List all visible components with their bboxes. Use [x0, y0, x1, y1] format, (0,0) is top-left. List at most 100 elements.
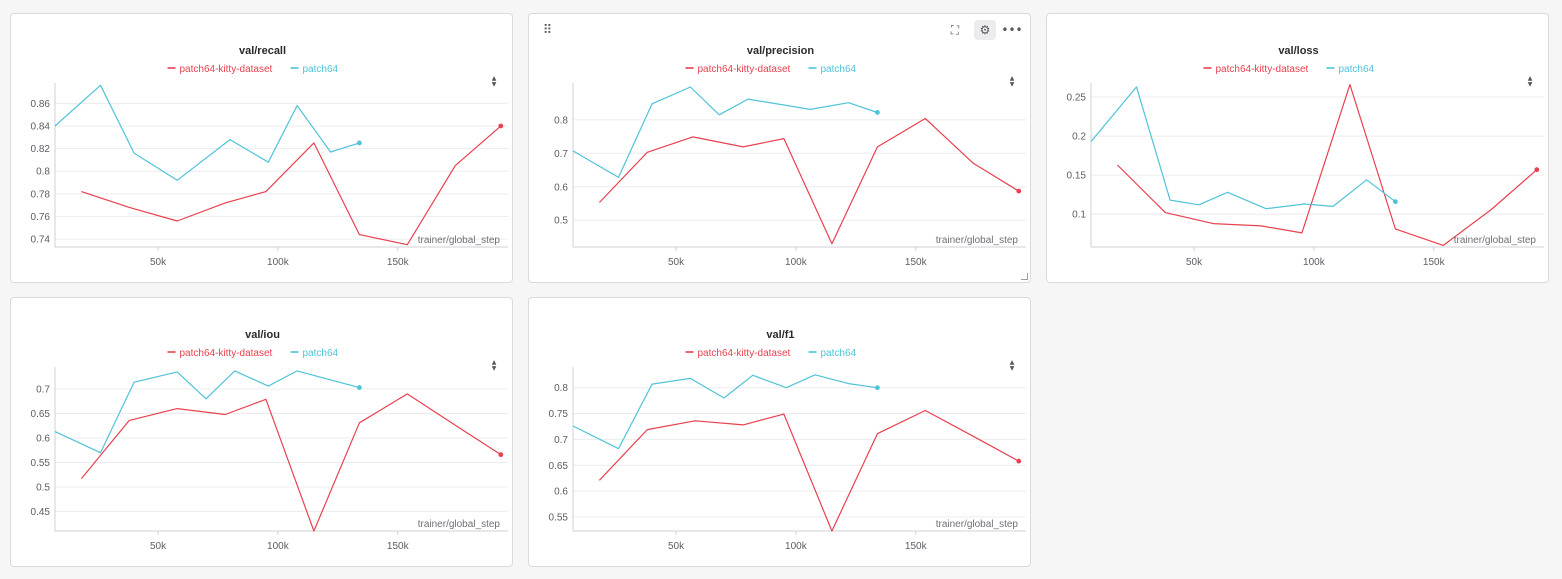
y-tick-label: 0.5: [36, 482, 50, 493]
series-line-patch64-kitty-dataset: [81, 125, 502, 246]
chart-panel-val-f1: val/f1 patch64-kitty-dataset patch64 0.55 0.…: [528, 297, 1031, 567]
x-tick-label: 100k: [1303, 257, 1326, 268]
x-axis-label: trainer/global_step: [1454, 235, 1537, 246]
legend-label-patch64[interactable]: patch64: [1339, 64, 1375, 75]
series-endpoint-patch64-kitty-dataset: [1534, 167, 1540, 173]
chart-svg: val/iou patch64-kitty-dataset patch64 0.45 0…: [31, 329, 508, 552]
chart-title: val/loss: [1278, 45, 1318, 57]
series-endpoint-patch64: [356, 140, 362, 146]
series-line-patch64: [572, 86, 878, 178]
y-tick-label: 0.6: [554, 182, 568, 193]
legend-sort-icon[interactable]: ▲ ▼: [491, 75, 497, 88]
x-tick-label: 50k: [668, 541, 685, 552]
y-tick-label: 0.7: [554, 435, 568, 446]
series-endpoint-patch64-kitty-dataset: [1016, 188, 1022, 194]
x-tick-label: 150k: [905, 257, 928, 268]
chart-title: val/iou: [245, 329, 280, 341]
x-tick-label: 50k: [150, 257, 167, 268]
x-tick-label: 150k: [1423, 257, 1446, 268]
x-tick-label: 100k: [785, 541, 808, 552]
legend-sort-icon[interactable]: ▲ ▼: [1009, 359, 1015, 372]
chart-title: val/precision: [747, 45, 815, 57]
legend-label-patch64-kitty-dataset[interactable]: patch64-kitty-dataset: [1216, 64, 1309, 75]
series-endpoint-patch64-kitty-dataset: [498, 452, 504, 458]
y-tick-label: 0.8: [554, 383, 568, 394]
y-tick-label: 0.6: [36, 433, 50, 444]
legend-label-patch64-kitty-dataset[interactable]: patch64-kitty-dataset: [180, 64, 273, 75]
series-endpoint-patch64-kitty-dataset: [1016, 458, 1022, 464]
legend-label-patch64[interactable]: patch64: [821, 348, 857, 359]
y-tick-label: 0.84: [31, 121, 51, 132]
chart-svg: val/precision patch64-kitty-dataset patch6…: [554, 45, 1026, 268]
chart-panel-val-iou: val/iou patch64-kitty-dataset patch64 0.45 0…: [10, 297, 513, 567]
legend-label-patch64[interactable]: patch64: [303, 64, 339, 75]
legend-label-patch64-kitty-dataset[interactable]: patch64-kitty-dataset: [698, 64, 791, 75]
y-tick-label: 0.15: [1067, 171, 1087, 182]
y-tick-label: 0.2: [1072, 132, 1086, 143]
chart-panel-val-recall: val/recall patch64-kitty-dataset patch64 0.…: [10, 13, 513, 283]
series-line-patch64-kitty-dataset: [598, 117, 1020, 245]
series-endpoint-patch64-kitty-dataset: [498, 123, 504, 129]
x-tick-label: 100k: [267, 541, 290, 552]
y-tick-label: 0.65: [549, 461, 569, 472]
y-tick-label: 0.65: [31, 409, 51, 420]
y-tick-label: 0.6: [554, 487, 568, 498]
drag-handle-icon[interactable]: ⠿: [542, 22, 553, 38]
chart-title: val/f1: [766, 329, 794, 341]
legend-sort-icon[interactable]: ▲ ▼: [1009, 75, 1015, 88]
y-tick-label: 0.86: [31, 99, 51, 110]
x-tick-label: 50k: [1186, 257, 1203, 268]
series-line-patch64: [54, 370, 360, 454]
resize-handle-icon[interactable]: [1021, 273, 1028, 280]
chart-svg: val/loss patch64-kitty-dataset patch64 0.1 0…: [1067, 45, 1544, 268]
y-tick-label: 0.7: [554, 149, 568, 160]
series-line-patch64: [54, 84, 360, 181]
y-tick-label: 0.55: [549, 513, 569, 524]
y-tick-label: 0.25: [1067, 93, 1087, 104]
chart-title: val/recall: [239, 45, 286, 57]
chart-panel-val-precision: val/precision patch64-kitty-dataset patch6…: [528, 13, 1031, 283]
x-axis-label: trainer/global_step: [418, 235, 501, 246]
y-tick-label: 0.55: [31, 458, 51, 469]
series-endpoint-patch64: [356, 385, 362, 390]
y-tick-label: 0.78: [31, 189, 51, 200]
x-tick-label: 150k: [905, 541, 928, 552]
x-axis-label: trainer/global_step: [936, 235, 1019, 246]
gear-icon[interactable]: ⚙: [974, 20, 996, 40]
legend-label-patch64-kitty-dataset[interactable]: patch64-kitty-dataset: [180, 348, 273, 359]
more-icon[interactable]: •••: [1001, 23, 1023, 37]
series-endpoint-patch64: [1392, 199, 1398, 205]
legend-label-patch64-kitty-dataset[interactable]: patch64-kitty-dataset: [698, 348, 791, 359]
x-axis-label: trainer/global_step: [418, 519, 501, 530]
y-tick-label: 0.8: [554, 115, 568, 126]
x-tick-label: 150k: [387, 541, 410, 552]
y-tick-label: 0.5: [554, 216, 568, 227]
y-tick-label: 0.45: [31, 507, 51, 518]
series-line-patch64-kitty-dataset: [1116, 83, 1538, 246]
y-tick-label: 0.82: [31, 144, 51, 155]
y-tick-label: 0.8: [36, 167, 50, 178]
x-axis-label: trainer/global_step: [936, 519, 1019, 530]
legend-sort-icon[interactable]: ▲ ▼: [1527, 75, 1533, 88]
y-tick-label: 0.1: [1072, 210, 1086, 221]
y-tick-label: 0.7: [36, 385, 50, 396]
y-tick-label: 0.75: [549, 409, 569, 420]
legend-label-patch64[interactable]: patch64: [821, 64, 857, 75]
chart-svg: val/f1 patch64-kitty-dataset patch64 0.55 0.…: [549, 329, 1026, 552]
y-tick-label: 0.76: [31, 212, 51, 223]
fullscreen-icon[interactable]: ⛶: [950, 22, 960, 37]
legend-sort-icon[interactable]: ▲ ▼: [491, 359, 497, 372]
x-tick-label: 50k: [668, 257, 685, 268]
x-tick-label: 100k: [785, 257, 808, 268]
legend-label-patch64[interactable]: patch64: [303, 348, 339, 359]
x-tick-label: 150k: [387, 257, 410, 268]
series-endpoint-patch64: [874, 110, 880, 115]
x-tick-label: 100k: [267, 257, 290, 268]
chart-panel-val-loss: val/loss patch64-kitty-dataset patch64 0.1 0…: [1046, 13, 1549, 283]
series-line-patch64-kitty-dataset: [598, 409, 1020, 532]
chart-svg: val/recall patch64-kitty-dataset patch64 0.…: [31, 45, 508, 268]
x-tick-label: 50k: [150, 541, 167, 552]
series-endpoint-patch64: [874, 385, 880, 391]
series-line-patch64-kitty-dataset: [80, 393, 502, 532]
series-line-patch64: [1090, 86, 1396, 210]
